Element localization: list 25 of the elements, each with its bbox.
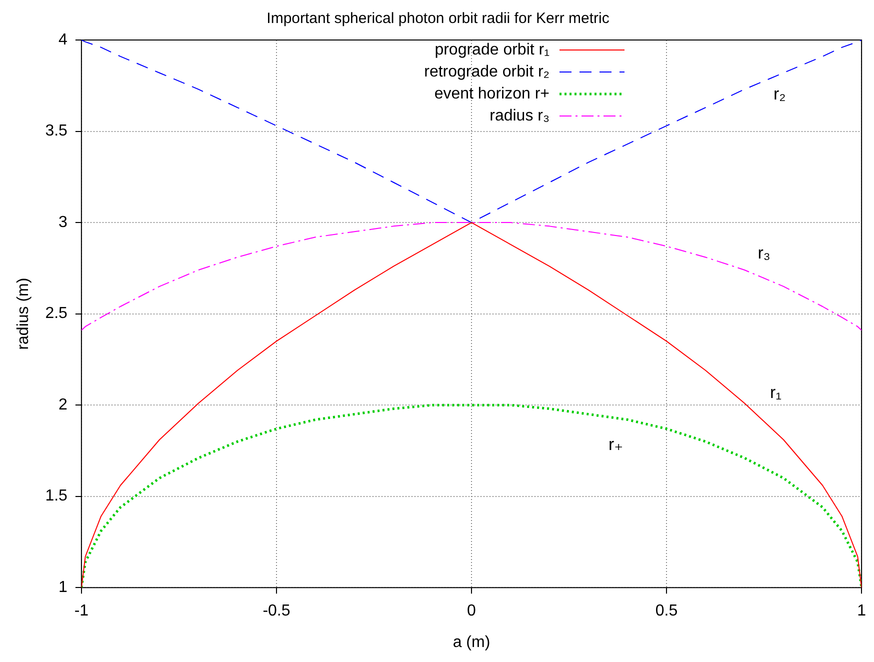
legend-label: retrograde orbit r₂ (424, 63, 550, 80)
y-tick-label: 2.5 (45, 305, 68, 322)
legend-label: radius r₃ (490, 107, 550, 124)
y-tick-label: 2 (58, 396, 68, 414)
legend-label: event horizon r+ (434, 85, 550, 102)
y-tick-label: 1.5 (45, 488, 68, 505)
annotation: r₁ (770, 382, 782, 402)
y-tick-label: 3 (58, 214, 68, 231)
x-tick-label: -0.5 (262, 602, 290, 620)
y-tick-label: 4 (58, 31, 68, 48)
x-axis-title: a (m) (452, 634, 490, 651)
legend-label: prograde orbit r₁ (434, 41, 550, 58)
annotation: r₊ (608, 434, 624, 454)
line-series (81, 222, 862, 331)
x-tick-label: 0.5 (655, 602, 678, 620)
line-series (81, 40, 862, 224)
x-tick-label: -1 (74, 602, 89, 620)
y-axis-title: radius (m) (15, 278, 32, 350)
chart-title: Important spherical photon orbit radii for Kerr metric (266, 10, 610, 28)
y-tick-label: 3.5 (45, 122, 68, 140)
y-tick-label: 1 (58, 579, 68, 596)
annotation: r₃ (758, 243, 770, 262)
annotation: r₂ (774, 84, 786, 104)
x-tick-label: 1 (857, 602, 866, 620)
x-tick-label: 0 (467, 602, 476, 620)
